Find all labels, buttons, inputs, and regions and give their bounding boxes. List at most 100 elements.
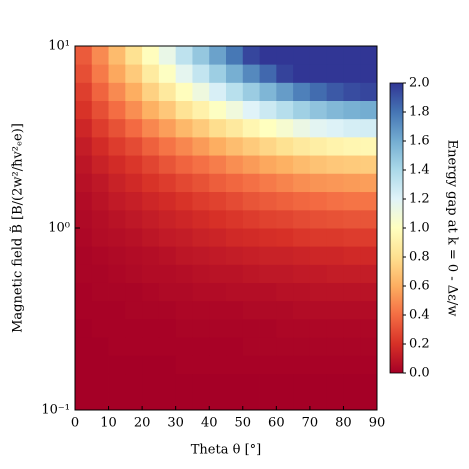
heatmap-cell <box>75 64 93 83</box>
heatmap-cell <box>125 300 143 320</box>
heatmap-cell <box>276 173 294 193</box>
heatmap-cell <box>209 82 227 101</box>
heatmap-cell <box>75 355 93 375</box>
heatmap-cell <box>158 155 177 174</box>
heatmap-cell <box>226 373 244 393</box>
heatmap-cell <box>175 355 193 375</box>
heatmap-cell <box>91 228 109 247</box>
heatmap-cell <box>326 100 344 120</box>
heatmap-cell <box>259 391 277 411</box>
heatmap-cell <box>276 136 294 156</box>
heatmap-cell <box>209 209 227 229</box>
heatmap-cell <box>209 100 227 120</box>
heatmap-cell <box>309 209 328 229</box>
heatmap-cell <box>343 173 361 193</box>
heatmap-cell <box>326 355 344 375</box>
heatmap-cell <box>91 337 109 356</box>
heatmap-cell <box>360 173 378 193</box>
x-axis-label: Theta θ [°] <box>191 443 261 458</box>
heatmap-cell <box>343 264 361 283</box>
heatmap-cell <box>142 100 160 120</box>
heatmap-cell <box>125 337 143 356</box>
x-tick-label: 50 <box>235 416 252 431</box>
heatmap-cell <box>142 46 160 65</box>
heatmap-cell <box>259 173 277 193</box>
heatmap-cell <box>108 300 126 320</box>
heatmap-cell <box>259 100 277 120</box>
heatmap-cell <box>209 228 227 247</box>
heatmap-cell <box>326 228 344 247</box>
heatmap-cell <box>259 228 277 247</box>
heatmap-cell <box>343 209 361 229</box>
heatmap-cell <box>259 337 277 356</box>
heatmap-cell <box>125 118 143 138</box>
heatmap-cell <box>259 300 277 320</box>
heatmap-cell <box>158 391 177 411</box>
heatmap-cell <box>175 82 193 101</box>
heatmap-cell <box>293 209 311 229</box>
heatmap-cell <box>175 191 193 211</box>
heatmap-cell <box>125 191 143 211</box>
heatmap-cell <box>209 46 227 65</box>
x-tick-label: 70 <box>302 416 319 431</box>
heatmap-cell <box>360 300 378 320</box>
y-tick-label: 10¹ <box>48 39 70 54</box>
heatmap-cell <box>360 318 378 338</box>
heatmap-cell <box>226 209 244 229</box>
heatmap-cell <box>158 337 177 356</box>
heatmap-cell <box>276 282 294 302</box>
heatmap-cell <box>259 264 277 283</box>
heatmap-cell <box>293 300 311 320</box>
heatmap-cell <box>343 373 361 393</box>
colorbar-tick-label: 0.6 <box>409 279 430 294</box>
heatmap-cell <box>75 246 93 265</box>
heatmap-cell <box>142 173 160 193</box>
heatmap-cell <box>158 136 177 156</box>
heatmap-cell <box>360 391 378 411</box>
heatmap-cell <box>309 318 328 338</box>
heatmap-cell <box>142 155 160 174</box>
heatmap-cell <box>259 282 277 302</box>
heatmap-cell <box>125 228 143 247</box>
heatmap-cell <box>192 136 210 156</box>
heatmap-cell <box>343 300 361 320</box>
heatmap-cell <box>259 246 277 265</box>
x-tick-label: 10 <box>100 416 117 431</box>
heatmap-cell <box>142 355 160 375</box>
heatmap-cell <box>125 173 143 193</box>
heatmap-cell <box>360 264 378 283</box>
heatmap-cell <box>142 82 160 101</box>
heatmap-cell <box>360 64 378 83</box>
heatmap-cell <box>108 100 126 120</box>
heatmap-cell <box>242 282 260 302</box>
heatmap-cell <box>293 246 311 265</box>
heatmap-cell <box>175 337 193 356</box>
heatmap-cell <box>276 318 294 338</box>
heatmap-cell <box>226 118 244 138</box>
heatmap-cell <box>276 209 294 229</box>
heatmap-cell <box>242 355 260 375</box>
heatmap-cell <box>259 64 277 83</box>
heatmap-cell <box>125 209 143 229</box>
heatmap-cell <box>259 46 277 65</box>
heatmap-cell <box>142 391 160 411</box>
heatmap-cell <box>209 264 227 283</box>
heatmap-cell <box>360 228 378 247</box>
heatmap-cell <box>75 209 93 229</box>
heatmap-cell <box>142 191 160 211</box>
heatmap-cell <box>326 300 344 320</box>
heatmap-cell <box>226 391 244 411</box>
heatmap-cell <box>158 64 177 83</box>
heatmap-cell <box>326 337 344 356</box>
x-tick-label: 80 <box>335 416 352 431</box>
heatmap-cell <box>91 155 109 174</box>
heatmap-cell <box>326 191 344 211</box>
heatmap-cell <box>91 82 109 101</box>
heatmap-cell <box>242 246 260 265</box>
heatmap-cell <box>293 173 311 193</box>
heatmap-cell <box>226 64 244 83</box>
heatmap-cell <box>192 173 210 193</box>
heatmap-cell <box>142 318 160 338</box>
heatmap-cell <box>142 282 160 302</box>
heatmap-cell <box>326 318 344 338</box>
